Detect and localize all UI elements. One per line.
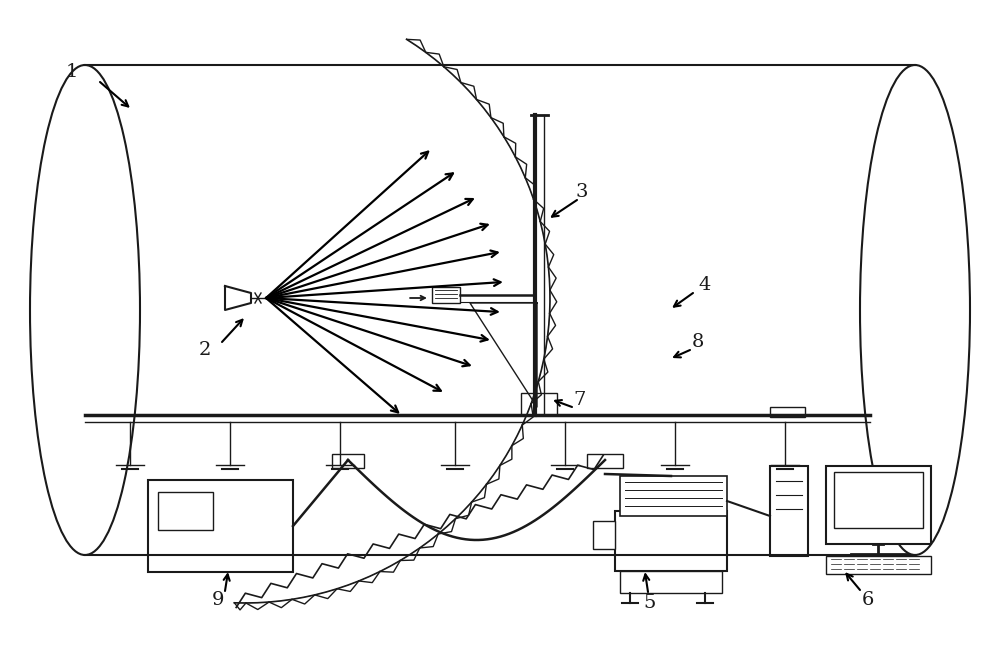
Bar [587, 454, 623, 468]
Text: 4: 4 [699, 276, 711, 294]
Bar [770, 466, 808, 556]
Bar [521, 393, 557, 415]
Bar [834, 472, 923, 528]
Bar [432, 287, 460, 303]
Text: 2: 2 [199, 341, 211, 359]
Bar [620, 571, 722, 593]
Text: 9: 9 [212, 591, 224, 609]
Text: 1: 1 [66, 63, 78, 81]
Bar [332, 454, 364, 468]
Bar [620, 476, 727, 516]
Text: 6: 6 [862, 591, 874, 609]
Bar [826, 556, 931, 574]
Text: 7: 7 [574, 391, 586, 409]
Text: 3: 3 [576, 183, 588, 201]
Bar [770, 407, 805, 417]
Bar [158, 492, 213, 530]
Bar [826, 466, 931, 544]
Bar [148, 480, 293, 572]
Bar [593, 521, 615, 549]
Text: 5: 5 [644, 594, 656, 612]
Text: 8: 8 [692, 333, 704, 351]
Bar [615, 511, 727, 571]
